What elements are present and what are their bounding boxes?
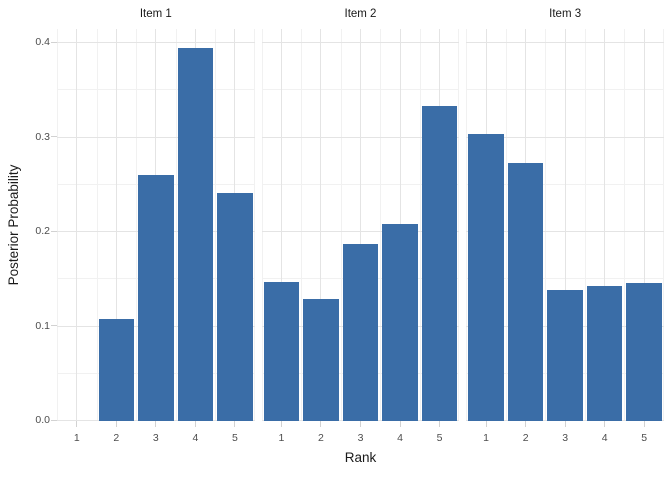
bar-item-1-rank-4 <box>177 47 214 421</box>
x-tick-label: 1 <box>73 432 80 444</box>
y-tick-label: 0.0 <box>35 414 50 426</box>
x-tick-label: 5 <box>641 432 648 444</box>
x-axis-title: Rank <box>344 450 377 465</box>
gridline-v-major <box>604 29 606 421</box>
bar-item-1-rank-3 <box>138 175 174 421</box>
x-tick-label: 3 <box>562 432 569 444</box>
x-tick-label: 1 <box>483 432 490 444</box>
bar-item-1-rank-5 <box>217 193 253 421</box>
gridline-v-minor <box>505 29 507 421</box>
x-tick-label: 2 <box>522 432 529 444</box>
gridline-v-minor <box>96 29 98 421</box>
x-tick-label: 2 <box>318 432 324 444</box>
bar-item-3-rank-4 <box>586 285 623 421</box>
y-axis-tick <box>51 419 57 421</box>
x-tick-label: 4 <box>397 432 403 444</box>
facet-title-3: Item 3 <box>549 8 582 20</box>
bar-item-3-rank-3 <box>547 289 583 421</box>
bar-item-3-rank-2 <box>507 163 544 421</box>
bar-item-1-rank-2 <box>98 318 135 421</box>
gridline-v-minor <box>261 29 263 421</box>
y-axis-tick <box>51 230 57 232</box>
gridline-v-major <box>564 29 566 421</box>
gridline-v-minor <box>57 29 58 421</box>
bar-item-2-rank-5 <box>421 106 458 421</box>
bar-item-2-rank-2 <box>303 299 339 421</box>
facet-panel-1 <box>57 29 255 421</box>
x-axis-tick <box>234 421 236 427</box>
gridline-v-major <box>115 29 117 421</box>
x-tick-label: 3 <box>152 432 159 444</box>
x-tick-label: 4 <box>601 432 608 444</box>
y-tick-label: 0.4 <box>35 36 50 49</box>
gridline-v-major <box>359 29 361 421</box>
x-axis-tick <box>643 421 645 427</box>
gridline-v-minor <box>215 29 217 421</box>
gridline-v-minor <box>175 29 177 421</box>
facet-title-1: Item 1 <box>139 8 172 20</box>
gridline-v-minor <box>301 29 303 421</box>
x-tick-label: 1 <box>278 432 285 444</box>
y-tick-label: 0.3 <box>35 130 50 143</box>
x-tick-label: 3 <box>357 432 364 444</box>
x-axis-tick <box>399 421 401 427</box>
gridline-v-major <box>643 29 645 421</box>
gridline-v-minor <box>466 29 468 421</box>
gridline-v-minor <box>340 29 342 421</box>
y-axis-tick <box>51 325 57 327</box>
x-axis-tick <box>604 421 606 427</box>
facet-title-2: Item 2 <box>344 8 377 20</box>
y-axis-tick <box>51 136 57 138</box>
x-tick-label: 2 <box>113 432 120 444</box>
x-tick-label: 5 <box>436 432 443 444</box>
bar-item-2-rank-3 <box>342 244 379 421</box>
gridline-v-minor <box>584 29 586 421</box>
y-tick-label: 0.1 <box>35 319 50 332</box>
y-tick-label: 0.2 <box>35 225 50 238</box>
gridline-v-minor <box>380 29 382 421</box>
facet-panel-2 <box>261 29 460 421</box>
gridline-v-minor <box>624 29 626 421</box>
x-axis-tick <box>155 421 157 427</box>
x-tick-label: 4 <box>192 432 199 444</box>
bar-item-2-rank-4 <box>382 223 418 421</box>
bar-item-2-rank-1 <box>263 282 300 421</box>
x-axis-tick <box>280 421 282 427</box>
gridline-v-minor <box>662 29 664 421</box>
x-axis-tick <box>115 421 117 427</box>
y-axis-tick <box>51 41 57 43</box>
x-axis-tick <box>320 421 322 427</box>
gridline-v-major <box>280 29 282 421</box>
gridline-v-major <box>76 29 78 421</box>
facet-panel-3 <box>466 29 664 421</box>
gridline-v-minor <box>419 29 421 421</box>
x-axis-tick <box>194 421 196 427</box>
x-axis-tick <box>439 421 441 427</box>
x-axis-tick <box>360 421 361 427</box>
x-axis-tick <box>485 421 487 427</box>
bar-item-3-rank-5 <box>626 283 663 421</box>
x-tick-label: 5 <box>231 432 238 444</box>
gridline-v-minor <box>545 29 547 421</box>
bar-item-3-rank-1 <box>468 133 504 421</box>
gridline-v-major <box>320 29 322 421</box>
gridline-v-minor <box>136 29 138 421</box>
x-axis-tick <box>564 421 566 427</box>
gridline-v-minor <box>253 29 255 421</box>
x-axis-tick <box>525 421 527 427</box>
gridline-v-minor <box>458 29 460 421</box>
x-axis-tick <box>76 421 78 427</box>
